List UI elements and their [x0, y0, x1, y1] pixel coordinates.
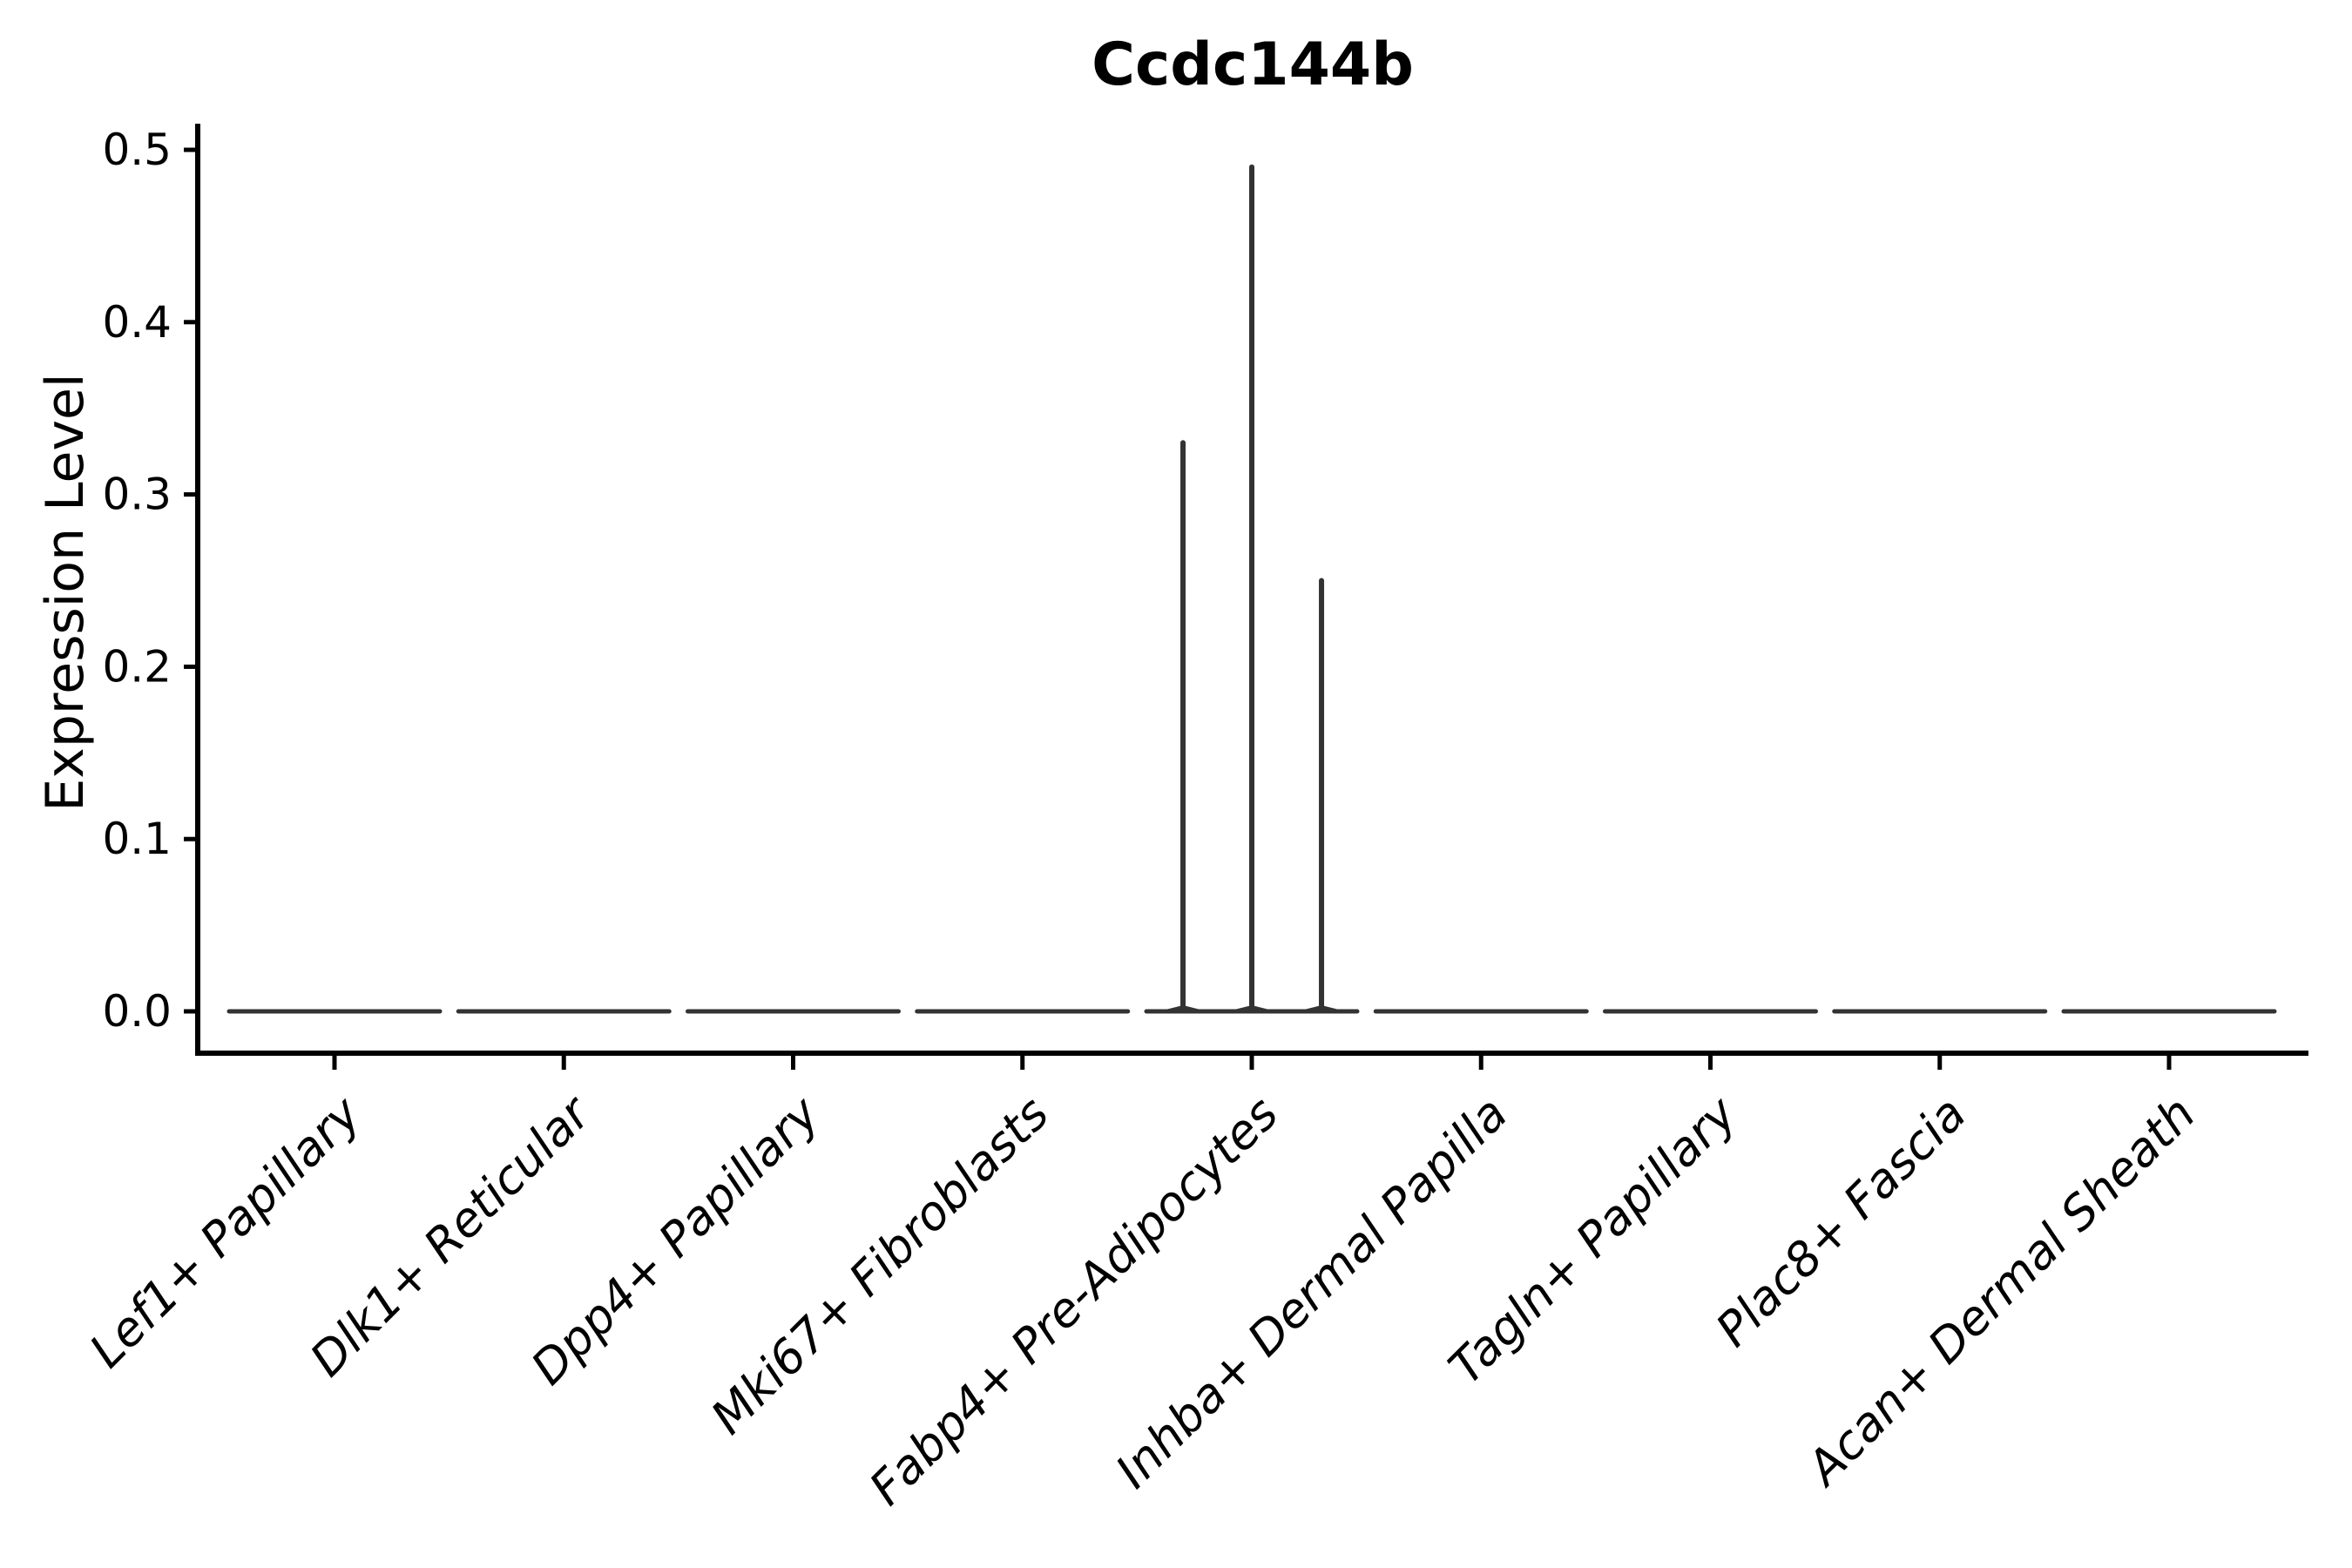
violins-layer [226, 164, 2277, 1014]
x-category-label: Inhba+ Dermal Papilla [1105, 1086, 1518, 1499]
y-tick-label: 0.2 [102, 641, 172, 692]
y-tick-label: 0.1 [102, 814, 172, 864]
y-tick-label: 0.5 [102, 125, 172, 175]
y-tick-label: 0.3 [102, 470, 172, 520]
x-category-label: Fabp4+ Pre-Adipocytes [859, 1086, 1288, 1516]
axes-layer [184, 124, 2308, 1070]
y-tick-label: 0.4 [102, 297, 172, 348]
y-axis-title: Expression Level [35, 373, 96, 811]
y-tick-label: 0.0 [102, 986, 172, 1037]
chart-title: Ccdc144b [1092, 30, 1414, 99]
x-category-label: Acan+ Dermal Sheath [1794, 1086, 2206, 1497]
